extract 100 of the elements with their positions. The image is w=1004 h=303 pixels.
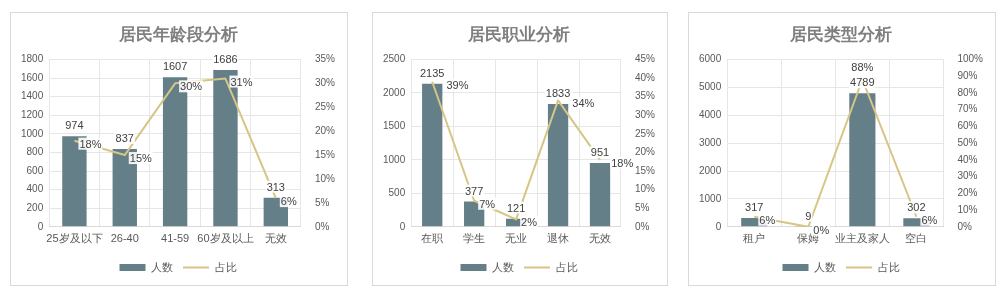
x-tick-label: 无效 (264, 232, 287, 245)
chart-title: 居民类型分析 (789, 24, 892, 44)
data-label: 18% (79, 137, 102, 150)
data-label: 6% (921, 213, 938, 226)
bar (849, 93, 876, 227)
x-tick-label: 无效 (589, 232, 612, 245)
y2-tick-label: 35% (314, 53, 336, 65)
x-tick-label: 26-40 (110, 232, 139, 245)
y-tick-label: 3000 (699, 136, 722, 148)
bar (422, 83, 443, 227)
x-tick-label: 空白 (905, 232, 928, 245)
y2-tick-label: 25% (634, 127, 656, 139)
y-tick-label: 2500 (383, 53, 406, 65)
data-label: 18% (611, 156, 634, 169)
y-tick-label: 600 (26, 164, 44, 176)
data-label: 121 (506, 201, 526, 214)
data-label: 34% (572, 97, 595, 110)
y-tick-label: 1000 (383, 153, 406, 165)
y-tick-label: 0 (37, 220, 44, 232)
x-tick-label: 无业 (505, 232, 528, 245)
y2-tick-label: 40% (957, 153, 978, 165)
data-label: 4789 (850, 76, 875, 89)
y-tick-label: 4000 (699, 108, 722, 120)
y2-tick-label: 10% (314, 172, 336, 184)
data-label: 1607 (162, 60, 188, 73)
data-label: 0% (813, 223, 830, 236)
y-tick-label: 1200 (21, 108, 44, 120)
y-tick-label: 5000 (699, 81, 722, 93)
y2-tick-label: 5% (314, 196, 330, 208)
bar (589, 163, 611, 227)
legend-label: 占比 (555, 260, 578, 273)
bar (547, 104, 569, 227)
y-tick-label: 2000 (699, 164, 722, 176)
data-label: 2% (521, 216, 538, 229)
y-tick-label: 1000 (21, 127, 44, 139)
y2-tick-label: 15% (634, 164, 656, 176)
y2-tick-label: 40% (634, 71, 656, 83)
data-label: 7% (479, 197, 496, 210)
y2-tick-label: 70% (957, 103, 978, 115)
y2-tick-label: 20% (314, 124, 336, 136)
y2-tick-label: 45% (634, 53, 656, 65)
data-label: 951 (590, 146, 610, 159)
data-label: 837 (115, 131, 134, 144)
y2-tick-label: 30% (634, 108, 656, 120)
y-tick-label: 1800 (21, 53, 44, 65)
y-tick-label: 1500 (383, 120, 406, 132)
y2-tick-label: 10% (634, 183, 656, 195)
y-tick-label: 800 (26, 146, 44, 158)
data-label: 974 (65, 119, 84, 132)
data-label: 31% (230, 75, 253, 88)
data-label: 9 (805, 209, 812, 222)
y2-tick-label: 60% (957, 120, 978, 132)
data-label: 377 (464, 184, 484, 197)
y2-tick-label: 0% (634, 220, 650, 232)
y-tick-label: 0 (715, 220, 722, 232)
chart-title: 居民年龄段分析 (117, 24, 238, 44)
y-tick-label: 6000 (699, 53, 722, 65)
y-tick-label: 500 (388, 187, 406, 199)
y2-tick-label: 35% (634, 90, 656, 102)
y-tick-label: 2000 (383, 86, 406, 98)
y2-tick-label: 15% (314, 148, 336, 160)
x-tick-label: 退休 (547, 232, 570, 245)
data-label: 1686 (213, 53, 238, 66)
data-label: 317 (745, 200, 764, 213)
legend-label: 占比 (214, 260, 237, 273)
y2-tick-label: 30% (957, 170, 978, 182)
data-label: 1833 (545, 87, 571, 100)
legend-label: 人数 (492, 260, 514, 273)
y-tick-label: 1600 (21, 71, 44, 83)
y2-tick-label: 25% (314, 100, 336, 112)
y2-tick-label: 0% (314, 220, 330, 232)
y2-tick-label: 20% (957, 187, 978, 199)
x-tick-label: 租户 (743, 232, 766, 245)
x-tick-label: 在职 (421, 232, 444, 245)
y2-tick-label: 80% (957, 86, 978, 98)
legend-label: 人数 (814, 260, 836, 273)
chart-title: 居民职业分析 (467, 24, 570, 44)
y2-tick-label: 10% (957, 203, 978, 215)
legend-label: 占比 (877, 260, 900, 273)
y2-tick-label: 100% (957, 53, 984, 65)
data-label: 313 (266, 180, 285, 193)
data-label: 6% (280, 195, 297, 208)
y-tick-label: 1000 (699, 192, 722, 204)
x-tick-label: 业主及家人 (834, 232, 890, 245)
data-label: 2135 (419, 66, 445, 79)
y-tick-label: 400 (26, 183, 44, 195)
y2-tick-label: 0% (957, 220, 972, 232)
x-tick-label: 25岁及以下 (46, 232, 103, 245)
y2-tick-label: 50% (957, 136, 978, 148)
y2-tick-label: 20% (634, 146, 656, 158)
y2-tick-label: 90% (957, 69, 978, 81)
y-tick-label: 200 (26, 201, 44, 213)
legend-label: 人数 (151, 260, 173, 273)
data-label: 6% (759, 213, 776, 226)
data-label: 302 (907, 201, 926, 214)
y2-tick-label: 5% (634, 201, 650, 213)
data-label: 30% (180, 80, 203, 93)
y-tick-label: 1400 (21, 90, 44, 102)
data-label: 15% (129, 152, 152, 165)
x-tick-label: 60岁及以上 (197, 232, 254, 245)
